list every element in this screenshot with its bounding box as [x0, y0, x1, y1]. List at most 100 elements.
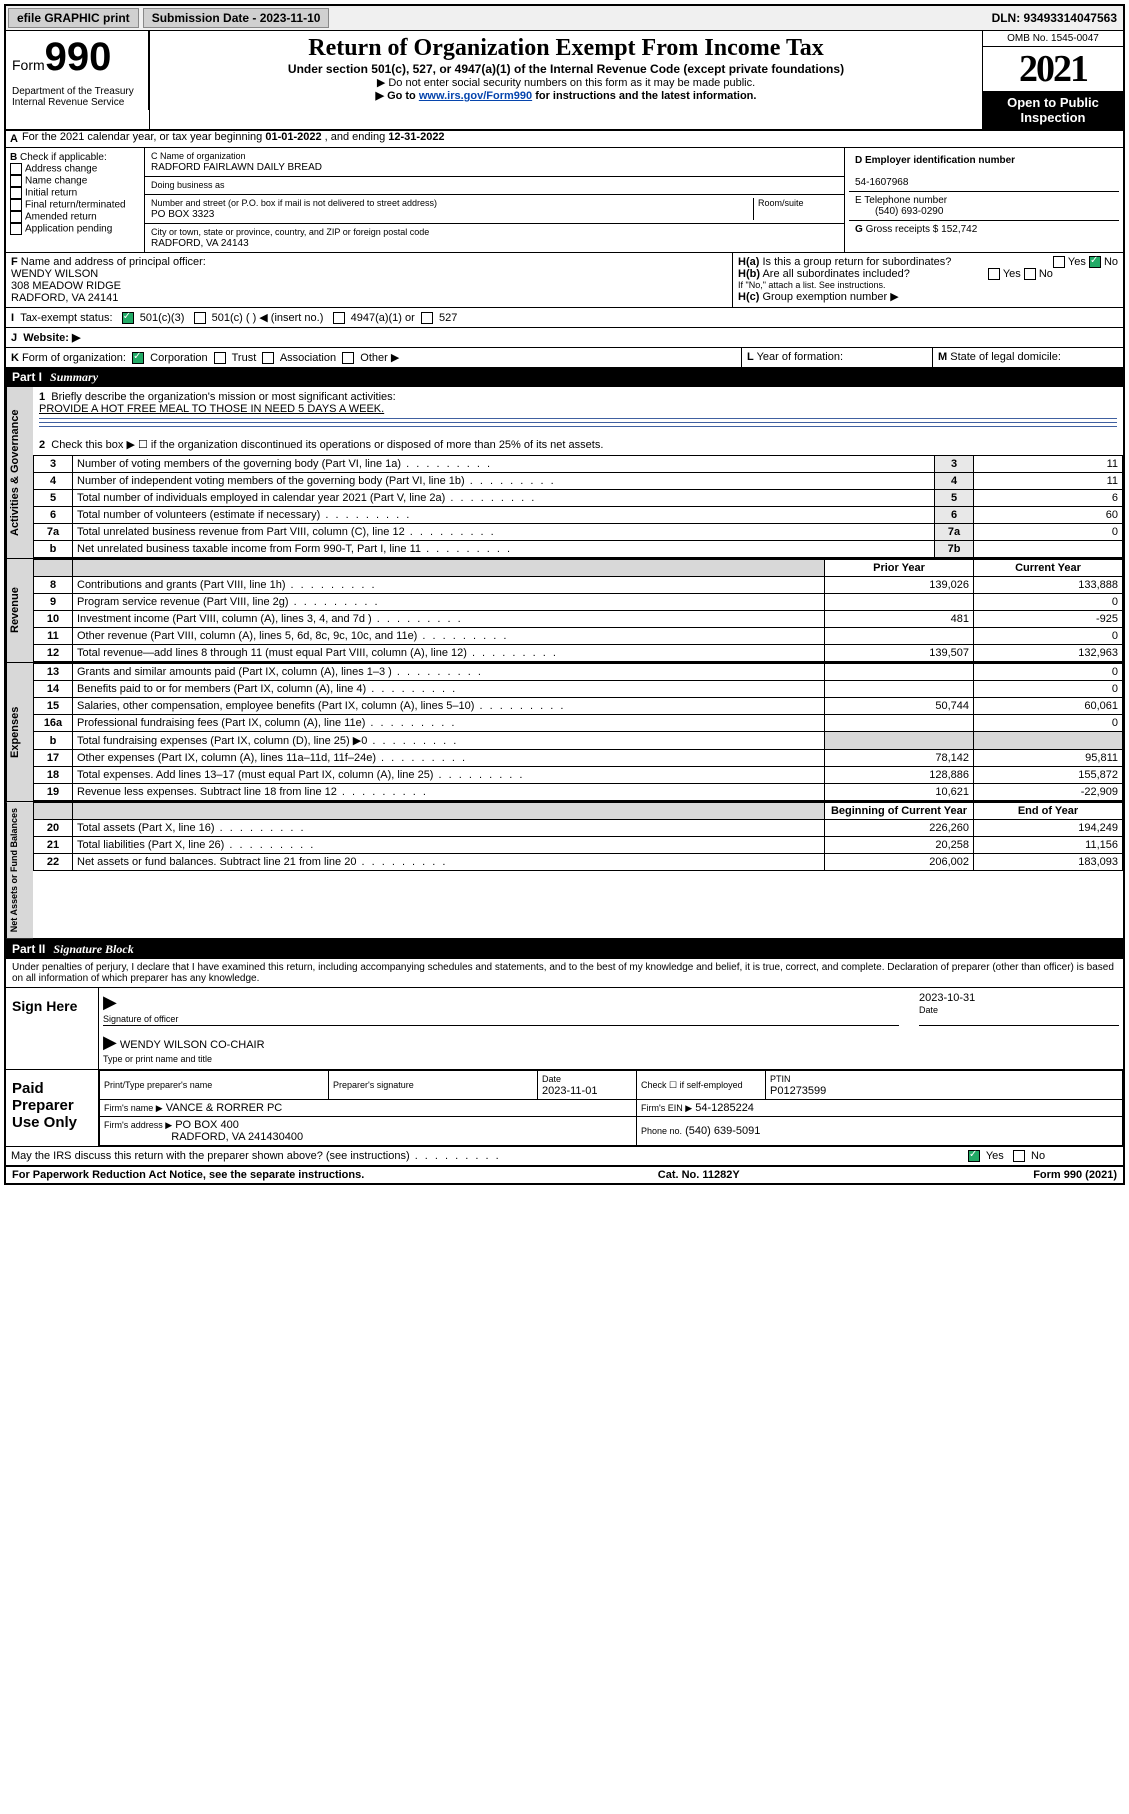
- checkbox-4947[interactable]: [333, 312, 345, 324]
- ptin-value: P01273599: [770, 1085, 826, 1097]
- label-hc: H(c): [738, 291, 759, 303]
- state-domicile-label: State of legal domicile:: [950, 351, 1061, 363]
- tax-exempt-label: Tax-exempt status:: [20, 312, 112, 324]
- checkbox-discuss-yes[interactable]: [968, 1150, 980, 1162]
- officer-addr2: RADFORD, VA 24141: [11, 292, 118, 304]
- checkbox-address-change[interactable]: [10, 163, 22, 175]
- checkbox-initial-return[interactable]: [10, 187, 22, 199]
- signature-officer-label: Signature of officer: [103, 1014, 178, 1024]
- opt-assoc: Association: [280, 352, 336, 364]
- row-a-tax-year: A For the 2021 calendar year, or tax yea…: [6, 131, 1123, 148]
- check-self-employed: Check ☐ if self-employed: [641, 1080, 743, 1090]
- firm-phone-label: Phone no.: [641, 1126, 682, 1136]
- phone-label: E Telephone number: [855, 195, 947, 206]
- form-number: 990: [45, 35, 112, 79]
- h-a-row: H(a) Is this a group return for subordin…: [738, 256, 1118, 268]
- checkbox-corp[interactable]: [132, 352, 144, 364]
- sign-here-label: Sign Here: [6, 988, 99, 1069]
- q1-answer: PROVIDE A HOT FREE MEAL TO THOSE IN NEED…: [39, 403, 384, 415]
- dba-label: Doing business as: [151, 180, 225, 190]
- checkbox-527[interactable]: [421, 312, 433, 324]
- label-a: A: [6, 131, 22, 147]
- q1-num: 1: [39, 391, 45, 403]
- discuss-no: No: [1031, 1150, 1045, 1162]
- section-j: J Website: ▶: [6, 328, 1123, 348]
- opt-name-change: Name change: [25, 176, 87, 187]
- footer: For Paperwork Reduction Act Notice, see …: [6, 1167, 1123, 1183]
- year-begin: 01-01-2022: [265, 131, 321, 143]
- ptin-label: PTIN: [770, 1074, 791, 1084]
- form-org-label: Form of organization:: [22, 352, 126, 364]
- top-bar: efile GRAPHIC print Submission Date - 20…: [6, 6, 1123, 31]
- checkbox-ha-yes[interactable]: [1053, 256, 1065, 268]
- sign-here-content: ▶ Signature of officer 2023-10-31 Date ▶…: [99, 988, 1123, 1069]
- year-box: OMB No. 1545-0047 2021 Open to Public In…: [983, 31, 1123, 129]
- goto-pre: ▶ Go to: [376, 90, 419, 102]
- checkbox-501c[interactable]: [194, 312, 206, 324]
- form-header: Form990 Department of the Treasury Inter…: [6, 31, 1123, 131]
- col-prior-year: Prior Year: [825, 560, 974, 577]
- checkbox-trust[interactable]: [214, 352, 226, 364]
- tab-expenses: Expenses: [6, 663, 33, 801]
- form-title: Return of Organization Exempt From Incom…: [160, 35, 972, 62]
- checkbox-application-pending[interactable]: [10, 223, 22, 235]
- checkbox-amended[interactable]: [10, 211, 22, 223]
- firm-name: VANCE & RORRER PC: [166, 1102, 283, 1114]
- submission-date-button[interactable]: Submission Date - 2023-11-10: [143, 8, 330, 28]
- table-row: 10Investment income (Part VIII, column (…: [34, 611, 1123, 628]
- opt-501c: 501(c) ( ) ◀ (insert no.): [212, 312, 324, 324]
- table-row: 8Contributions and grants (Part VIII, li…: [34, 577, 1123, 594]
- irs-link[interactable]: www.irs.gov/Form990: [419, 90, 532, 102]
- table-row: 4Number of independent voting members of…: [34, 473, 1123, 490]
- table-row: 19Revenue less expenses. Subtract line 1…: [34, 784, 1123, 801]
- signature-date-label: Date: [919, 1005, 938, 1015]
- table-row: 11Other revenue (Part VIII, column (A), …: [34, 628, 1123, 645]
- checkbox-ha-no[interactable]: [1089, 256, 1101, 268]
- label-j: J: [11, 332, 17, 344]
- form-org-box: K Form of organization: Corporation Trus…: [6, 348, 742, 367]
- efile-button[interactable]: efile GRAPHIC print: [8, 8, 139, 28]
- city-label: City or town, state or province, country…: [151, 227, 429, 237]
- title-box: Return of Organization Exempt From Incom…: [150, 31, 983, 129]
- opt-trust: Trust: [232, 352, 257, 364]
- officer-name: WENDY WILSON: [11, 268, 98, 280]
- checkbox-other[interactable]: [342, 352, 354, 364]
- checkbox-501c3[interactable]: [122, 312, 134, 324]
- opt-address-change: Address change: [25, 164, 97, 175]
- form-number-box: Form990: [6, 31, 149, 84]
- checkbox-hb-no[interactable]: [1024, 268, 1036, 280]
- gross-receipts-box: G Gross receipts $ 152,742: [849, 221, 1119, 238]
- col-end-year: End of Year: [974, 803, 1123, 820]
- checkbox-discuss-no[interactable]: [1013, 1150, 1025, 1162]
- officer-label: Name and address of principal officer:: [21, 256, 206, 268]
- room-label: Room/suite: [758, 198, 804, 208]
- h-c-row: H(c) Group exemption number ▶: [738, 290, 1118, 303]
- checkbox-hb-yes[interactable]: [988, 268, 1000, 280]
- firm-phone: (540) 639-5091: [685, 1125, 760, 1137]
- checkbox-name-change[interactable]: [10, 175, 22, 187]
- check-if-applicable: Check if applicable:: [20, 152, 107, 163]
- expenses-table: 13Grants and similar amounts paid (Part …: [33, 663, 1123, 801]
- opt-initial-return: Initial return: [25, 188, 77, 199]
- hb-no: No: [1039, 268, 1053, 280]
- discuss-yes: Yes: [986, 1150, 1004, 1162]
- street-address: PO BOX 3323: [151, 209, 214, 220]
- department-label: Department of the Treasury Internal Reve…: [6, 84, 149, 110]
- opt-4947: 4947(a)(1) or: [351, 312, 415, 324]
- section-i: I Tax-exempt status: 501(c)(3) 501(c) ( …: [6, 308, 1123, 328]
- part1-num: Part I: [12, 370, 50, 385]
- checkbox-final-return[interactable]: [10, 199, 22, 211]
- tax-exempt-box: I Tax-exempt status: 501(c)(3) 501(c) ( …: [6, 308, 1123, 327]
- part2-num: Part II: [12, 942, 53, 957]
- q1-text: Briefly describe the organization's miss…: [51, 391, 395, 403]
- table-row: 7aTotal unrelated business revenue from …: [34, 524, 1123, 541]
- officer-printed-name: WENDY WILSON CO-CHAIR: [120, 1039, 265, 1051]
- tab-net-assets: Net Assets or Fund Balances: [6, 802, 33, 938]
- section-fh: F Name and address of principal officer:…: [6, 253, 1123, 308]
- note-no-ssn: ▶ Do not enter social security numbers o…: [160, 76, 972, 89]
- firm-ein-label: Firm's EIN ▶: [641, 1103, 692, 1113]
- col-beginning-year: Beginning of Current Year: [825, 803, 974, 820]
- checkbox-assoc[interactable]: [262, 352, 274, 364]
- part2-header: Part II Signature Block: [6, 940, 1123, 959]
- ha-yes: Yes: [1068, 256, 1086, 268]
